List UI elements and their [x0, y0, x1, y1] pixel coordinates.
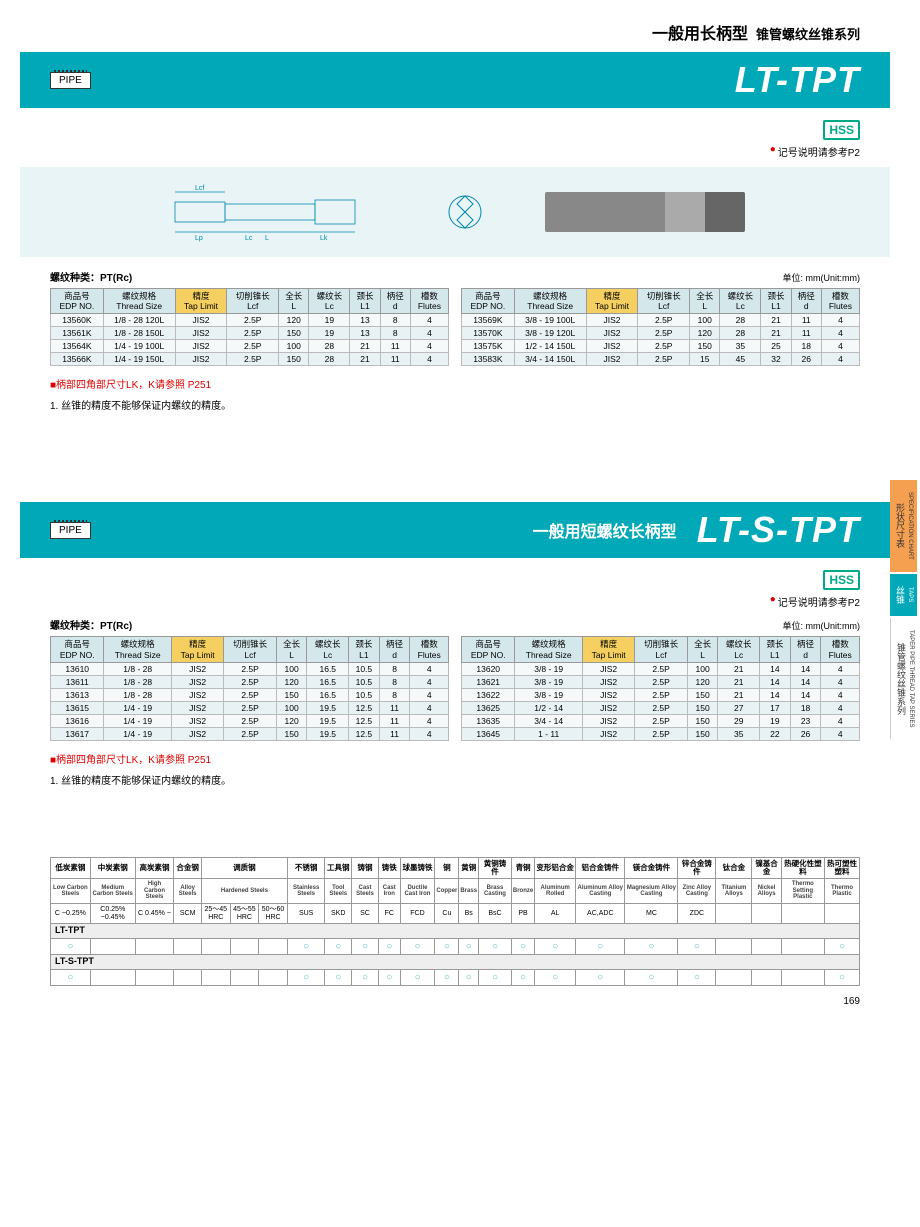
table-row: 13570K3/8 - 19 120LJIS22.5P1202821114 — [462, 327, 860, 340]
svg-text:Lcf: Lcf — [195, 185, 204, 192]
product2-bar: PIPE 一般用短螺纹长柄型 LT-S-TPT — [20, 502, 890, 558]
table-row: 13560K1/8 - 28 120LJIS22.5P120191384 — [51, 314, 449, 327]
body-note-1: 1. 丝锥的精度不能够保证内螺纹的精度。 — [20, 397, 890, 412]
table-1a: 商品号EDP NO.螺纹规格Thread Size精度Tap Limit切削锥长… — [50, 288, 449, 366]
diagram1: Lcf Lp Lc Lk L — [20, 167, 890, 257]
hss-badge: HSS — [823, 120, 860, 140]
material-table: 低炭素钢中炭素钢高炭素钢合金钢调质钢不锈钢工具钢铸钢铸铁球墨铸铁铜黄铜黄铜铸件青… — [50, 857, 860, 986]
table-row: 136213/8 - 19JIS22.5P1202114144 — [462, 675, 860, 688]
product2-code: LT-S-TPT — [697, 509, 860, 551]
svg-text:Lc: Lc — [245, 235, 253, 242]
red-note-2: ■柄部四角部尺寸LK，K请参照 P251 — [20, 751, 890, 766]
tech-drawing: Lcf Lp Lc Lk L — [165, 182, 385, 242]
table-row: 136131/8 - 28JIS22.5P15016.510.584 — [51, 688, 449, 701]
red-note-1: ■柄部四角部尺寸LK，K请参照 P251 — [20, 376, 890, 391]
tab-taps: TAPS丝锥 — [890, 574, 917, 616]
page-header: 一般用长柄型 锥管螺纹丝锥系列 — [20, 20, 890, 44]
hss-badge-2: HSS — [823, 570, 860, 590]
table-row: 136161/4 - 19JIS22.5P12019.512.5114 — [51, 714, 449, 727]
header-sub: 锥管螺纹丝锥系列 — [756, 24, 860, 43]
table-row: 13583K3/4 - 14 150LJIS22.5P154532264 — [462, 353, 860, 366]
svg-text:Lk: Lk — [320, 235, 328, 242]
table-row: 13575K1/2 - 14 150LJIS22.5P1503525184 — [462, 340, 860, 353]
product2-sub: 一般用短螺纹长柄型 — [533, 518, 677, 542]
svg-text:Lp: Lp — [195, 235, 203, 242]
body-note-2: 1. 丝锥的精度不能够保证内螺纹的精度。 — [20, 772, 890, 787]
table-row: 136223/8 - 19JIS22.5P1502114144 — [462, 688, 860, 701]
svg-text:L: L — [265, 235, 269, 242]
table-row: 13561K1/8 - 28 150LJIS22.5P150191384 — [51, 327, 449, 340]
table-row: 136151/4 - 19JIS22.5P10019.512.5114 — [51, 701, 449, 714]
table-2a: 商品号EDP NO.螺纹规格Thread Size精度Tap Limit切削锥长… — [50, 636, 449, 740]
table-row: 13566K1/4 - 19 150LJIS22.5P1502821114 — [51, 353, 449, 366]
product1-code: LT-TPT — [735, 59, 860, 101]
table-row: 136111/8 - 28JIS22.5P12016.510.584 — [51, 675, 449, 688]
table-1b: 商品号EDP NO.螺纹规格Thread Size精度Tap Limit切削锥长… — [461, 288, 860, 366]
table-row: 13564K1/4 - 19 100LJIS22.5P1002821114 — [51, 340, 449, 353]
table-row: 13569K3/8 - 19 100LJIS22.5P1002821114 — [462, 314, 860, 327]
product-photo — [545, 192, 745, 232]
tab-spec: SPECIFICATION CHART形状尺寸表 — [890, 480, 917, 572]
note1: ●记号说明请参考P2 — [20, 144, 890, 159]
cross-section-icon — [445, 192, 485, 232]
table-row: 136353/4 - 14JIS22.5P1502919234 — [462, 714, 860, 727]
table-row: 136203/8 - 19JIS22.5P1002114144 — [462, 662, 860, 675]
table-row: 136451 - 11JIS22.5P1503522264 — [462, 727, 860, 740]
header-main: 一般用长柄型 — [652, 20, 748, 44]
tab-series: TAPER PIPE THREAD TAP SERIES锥管螺纹丝锥系列 — [890, 618, 918, 739]
unit-label: 单位: mm(Unit:mm) — [783, 271, 861, 284]
note2: ●记号说明请参考P2 — [20, 594, 890, 609]
pipe-badge: PIPE — [50, 72, 91, 89]
table-row: 136251/2 - 14JIS22.5P1502717184 — [462, 701, 860, 714]
table-row: 136101/8 - 28JIS22.5P10016.510.584 — [51, 662, 449, 675]
pipe-badge-2: PIPE — [50, 522, 91, 539]
table-row: 136171/4 - 19JIS22.5P15019.512.5114 — [51, 727, 449, 740]
product1-bar: PIPE LT-TPT — [20, 52, 890, 108]
table-2b: 商品号EDP NO.螺纹规格Thread Size精度Tap Limit切削锥长… — [461, 636, 860, 740]
side-tabs: SPECIFICATION CHART形状尺寸表 TAPS丝锥 TAPER PI… — [890, 480, 920, 741]
section-label: 螺纹种类：PT(Rc) — [50, 269, 132, 284]
page-number: 169 — [20, 996, 890, 1007]
